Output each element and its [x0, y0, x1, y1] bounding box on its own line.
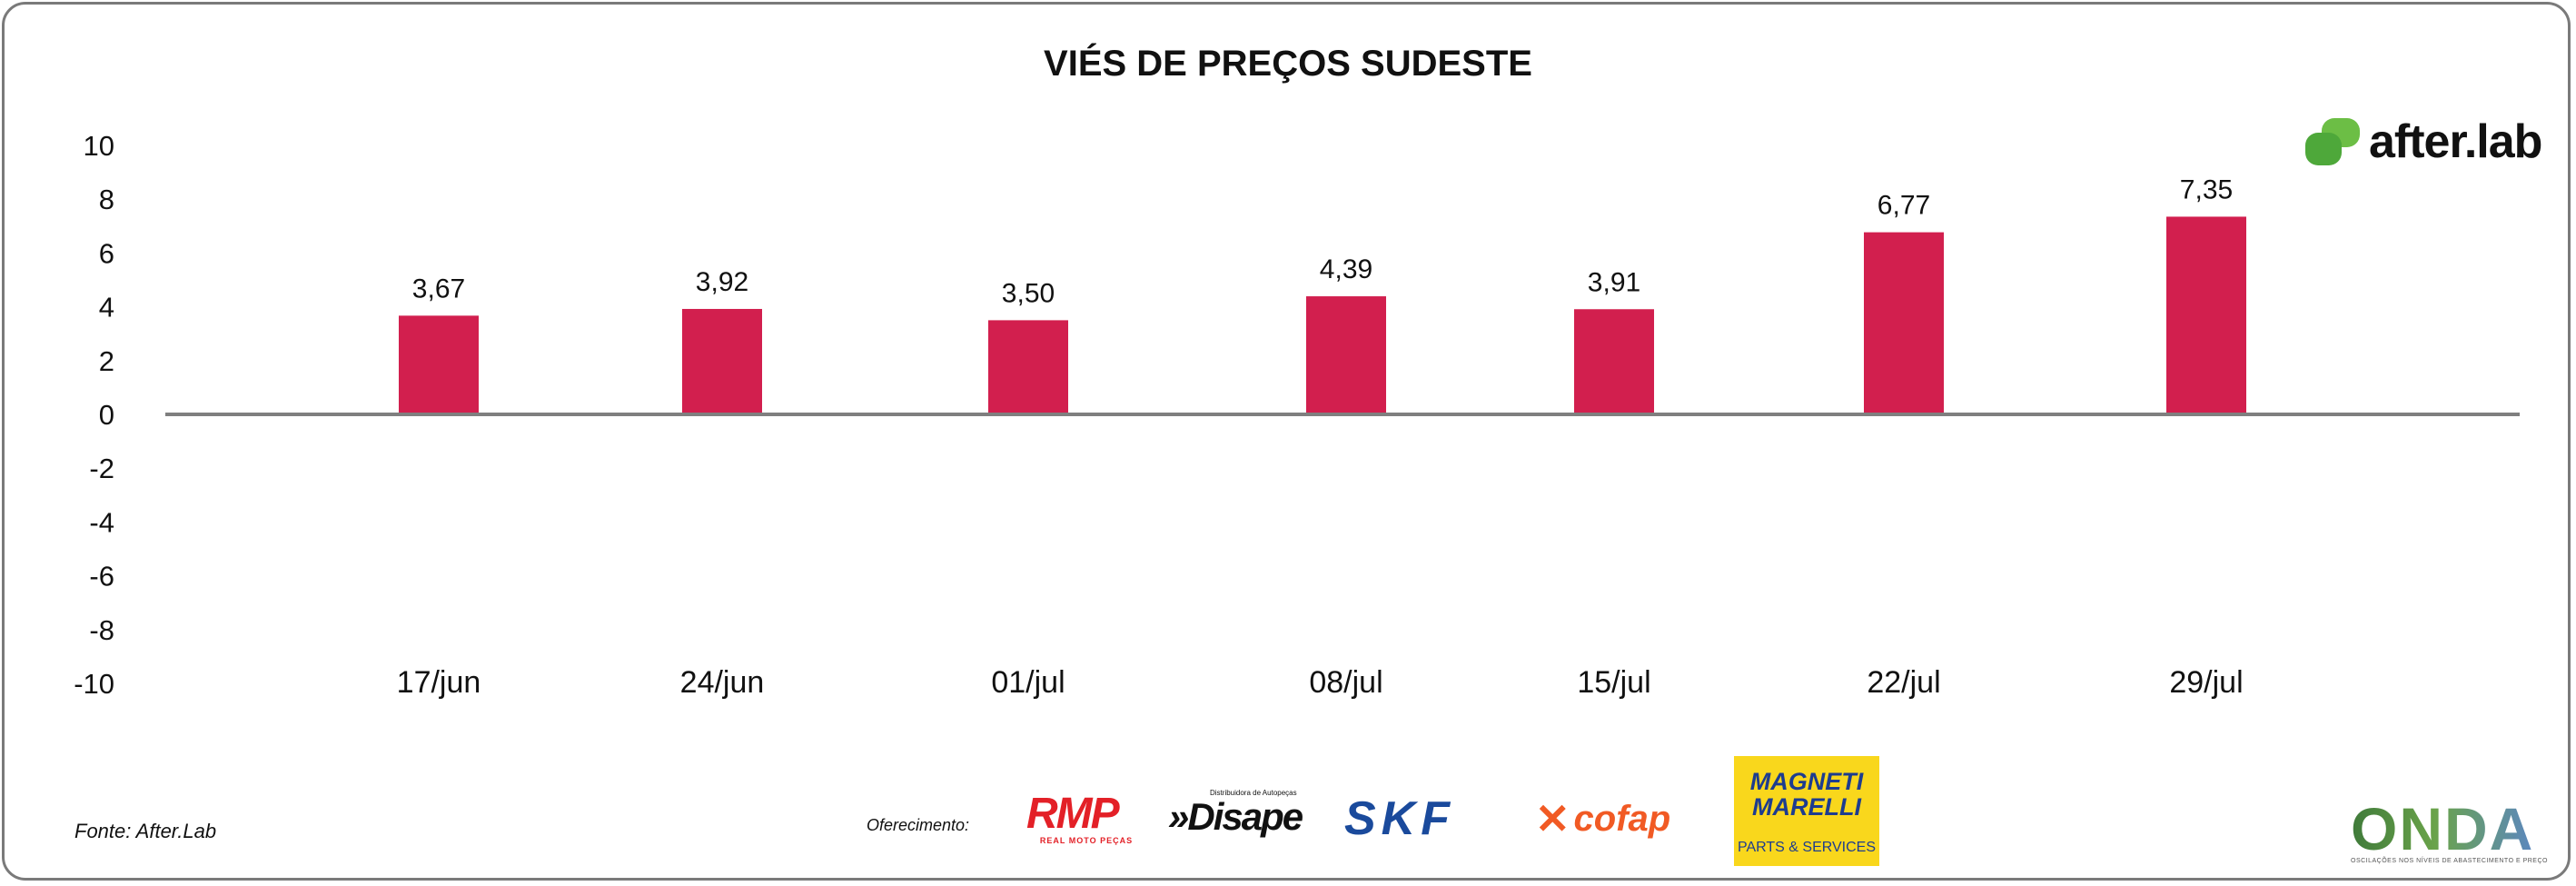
- afterlab-mark-icon: [2304, 116, 2362, 167]
- y-tick-label: 6: [99, 237, 114, 269]
- x-tick-label: 17/jun: [397, 665, 481, 700]
- bar: [399, 315, 479, 414]
- cofap-logo: ✕ cofap: [1535, 795, 1708, 842]
- rmp-logo: RMP REAL MOTO PEÇAS: [1026, 792, 1146, 847]
- chart-title: VIÉS DE PREÇOS SUDESTE: [1044, 44, 1532, 84]
- afterlab-wordmark: after.lab: [2369, 115, 2542, 168]
- y-tick-label: -10: [74, 668, 114, 700]
- data-label: 3,50: [1002, 278, 1055, 308]
- x-tick-label: 15/jul: [1577, 665, 1650, 700]
- source-note: Fonte: After.Lab: [74, 820, 217, 842]
- y-tick-label: 2: [99, 345, 114, 377]
- x-tick-label: 24/jun: [680, 665, 765, 700]
- y-tick-label: 10: [84, 130, 114, 162]
- data-label: 3,91: [1588, 267, 1640, 297]
- data-label: 3,92: [696, 267, 748, 297]
- skf-logo: SKF: [1344, 792, 1513, 845]
- bar: [1864, 232, 1944, 414]
- data-label: 4,39: [1320, 254, 1372, 284]
- x-tick-label: 29/jul: [2169, 665, 2243, 700]
- data-label: 7,35: [2180, 174, 2233, 204]
- y-tick-label: 8: [99, 184, 114, 215]
- afterlab-logo: after.lab: [2304, 114, 2542, 169]
- data-labels: 3,67 3,92 3,50 4,39 3,91 6,77 7,35: [412, 174, 2233, 308]
- bar: [988, 320, 1068, 414]
- magneti-wordmark: MAGNETI MARELLI: [1749, 768, 1864, 821]
- rmp-wordmark: RMP: [1026, 790, 1120, 838]
- y-tick-label: -6: [89, 561, 114, 592]
- data-label: 6,77: [1878, 191, 1930, 221]
- onda-logo: ONDA OSCILAÇÕES NOS NÍVEIS DE ABASTECIME…: [2351, 799, 2548, 871]
- y-tick-label: 0: [99, 399, 114, 431]
- onda-subtitle: OSCILAÇÕES NOS NÍVEIS DE ABASTECIMENTO E…: [2351, 858, 2548, 864]
- magneti-marelli-logo: MAGNETI MARELLI PARTS & SERVICES: [1734, 756, 1879, 866]
- magneti-subtitle: PARTS & SERVICES: [1737, 840, 1877, 855]
- x-tick-label: 08/jul: [1309, 665, 1382, 700]
- rmp-subtitle: REAL MOTO PEÇAS: [1039, 836, 1134, 845]
- onda-wordmark: ONDA: [2351, 799, 2538, 859]
- disape-tagline: Distribuidora de Autopeças: [1210, 789, 1297, 797]
- bars: [399, 216, 2246, 414]
- bar: [2166, 216, 2246, 414]
- y-tick-label: -8: [89, 614, 114, 646]
- y-tick-label: 4: [99, 292, 114, 324]
- data-label: 3,67: [412, 274, 465, 304]
- cofap-mark-icon: ✕: [1535, 795, 1570, 842]
- y-tick-label: -2: [89, 453, 114, 484]
- y-axis-ticks: 10 8 6 4 2 0 -2 -4 -6 -8 -10: [74, 130, 114, 700]
- x-tick-label: 01/jul: [991, 665, 1065, 700]
- disape-logo: Distribuidora de Autopeças »Disape: [1168, 789, 1323, 843]
- bar: [682, 308, 762, 414]
- bar: [1306, 296, 1386, 414]
- cofap-wordmark: cofap: [1573, 799, 1671, 839]
- x-axis-ticks: 17/jun 24/jun 01/jul 08/jul 15/jul 22/jul 29/j…: [397, 665, 2244, 700]
- bar: [1574, 309, 1654, 414]
- sponsor-label: Oferecimento:: [867, 816, 970, 834]
- disape-wordmark: »Disape: [1168, 795, 1303, 838]
- y-tick-label: -4: [89, 506, 114, 538]
- x-tick-label: 22/jul: [1867, 665, 1940, 700]
- skf-wordmark: SKF: [1344, 792, 1455, 845]
